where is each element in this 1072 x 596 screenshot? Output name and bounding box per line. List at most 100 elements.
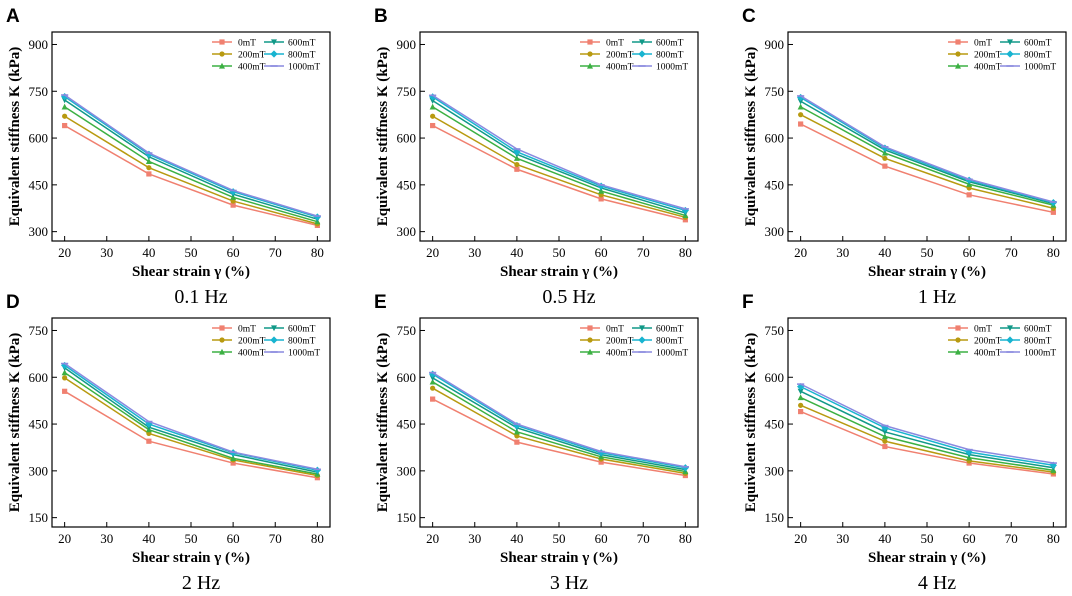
x-tick-label: 30 xyxy=(836,245,849,260)
x-tick-label: 50 xyxy=(921,245,934,260)
x-tick-label: 60 xyxy=(227,531,240,546)
legend-label: 200mT xyxy=(238,51,266,61)
y-tick-label: 150 xyxy=(397,510,417,525)
series-line-200mt xyxy=(432,387,686,475)
legend-marker xyxy=(1007,325,1013,332)
series-line-0mt xyxy=(800,123,1054,214)
legend-marker xyxy=(271,325,277,332)
legend-label: 600mT xyxy=(1024,39,1052,49)
chart-panel-b: B 300 450 600 750 900 20 30 40 50 60 70 80 Shear stra… xyxy=(374,6,699,308)
legend-label: 200mT xyxy=(238,337,266,347)
legend-label: 200mT xyxy=(606,51,634,61)
x-axis-title: Shear strain γ (%) xyxy=(868,264,986,280)
legend-marker xyxy=(219,51,225,57)
y-tick-label: 450 xyxy=(29,177,49,192)
x-tick-label: 80 xyxy=(679,245,692,260)
y-tick-label: 600 xyxy=(765,131,785,146)
legend-label: 0mT xyxy=(606,39,624,49)
data-point xyxy=(313,213,321,221)
series-line-200mt xyxy=(64,377,318,477)
legend-marker xyxy=(271,39,277,46)
legend-marker xyxy=(955,39,961,45)
data-point xyxy=(514,166,520,172)
panel-letter: C xyxy=(742,6,756,27)
legend-marker xyxy=(219,62,225,69)
legend-marker xyxy=(219,325,225,331)
chart-panel-a: A 300 450 600 750 900 20 30 40 50 60 70 80 Shear stra… xyxy=(6,6,331,308)
data-point xyxy=(430,122,436,129)
x-axis-title: Shear strain γ (%) xyxy=(132,550,250,566)
legend-label: 600mT xyxy=(288,39,316,49)
legend-label: 1000mT xyxy=(1024,63,1056,73)
x-tick-label: 60 xyxy=(595,531,608,546)
x-axis-title: Shear strain γ (%) xyxy=(500,264,618,280)
data-point xyxy=(966,192,972,198)
data-point xyxy=(230,460,236,466)
x-axis-title: Shear strain γ (%) xyxy=(868,550,986,566)
y-tick-label: 300 xyxy=(29,463,49,478)
data-point xyxy=(146,165,152,171)
series-line-400mt xyxy=(432,106,686,217)
legend-label: 400mT xyxy=(606,63,634,73)
data-point xyxy=(882,438,888,444)
frequency-caption: 1 Hz xyxy=(918,286,956,308)
data-point xyxy=(146,171,152,177)
series-line-800mt xyxy=(64,364,318,471)
data-point xyxy=(61,92,69,101)
legend-marker xyxy=(270,50,278,58)
data-point xyxy=(797,98,804,105)
legend-marker xyxy=(587,39,593,45)
legend-marker xyxy=(587,62,593,69)
legend-marker xyxy=(587,337,593,343)
legend-label: 800mT xyxy=(288,51,316,61)
data-point xyxy=(313,466,321,474)
data-point xyxy=(429,375,436,382)
data-point xyxy=(513,428,520,435)
panel-letter: A xyxy=(6,6,20,27)
series-line-1000mt xyxy=(800,383,1054,464)
legend-label: 0mT xyxy=(606,325,624,335)
frequency-caption: 2 Hz xyxy=(182,572,220,594)
legend-marker xyxy=(638,336,646,344)
legend-label: 400mT xyxy=(238,349,266,359)
legend-label: 200mT xyxy=(974,337,1002,347)
x-tick-label: 40 xyxy=(142,531,155,546)
y-axis-title: Equivalent stiffness K (kPa) xyxy=(743,333,759,513)
data-point xyxy=(62,388,68,394)
x-tick-label: 40 xyxy=(510,531,523,546)
data-point xyxy=(62,122,68,129)
series-line-600mt xyxy=(432,99,686,214)
data-point xyxy=(1050,209,1056,215)
legend-label: 200mT xyxy=(974,51,1002,61)
data-point xyxy=(881,429,888,436)
legend-label: 0mT xyxy=(238,39,256,49)
legend-label: 0mT xyxy=(974,325,992,335)
x-tick-label: 50 xyxy=(553,531,566,546)
chart-panel-d: D 150 300 450 600 750 20 30 40 50 60 70 80 Shear stra… xyxy=(6,292,331,594)
x-tick-label: 20 xyxy=(426,531,439,546)
series-line-1000mt xyxy=(64,94,318,217)
legend: 0mT 200mT 400mT 600mT 800mT 1000mT xyxy=(580,325,688,359)
panel-letter: B xyxy=(374,6,388,27)
legend-marker xyxy=(955,51,961,57)
panel-letter: F xyxy=(742,292,754,313)
legend-label: 600mT xyxy=(1024,325,1052,335)
data-point xyxy=(881,433,888,440)
series-line-600mt xyxy=(64,367,318,473)
legend-label: 600mT xyxy=(656,39,684,49)
y-tick-label: 300 xyxy=(765,224,785,239)
y-tick-label: 450 xyxy=(397,177,417,192)
frequency-caption: 0.5 Hz xyxy=(542,286,595,308)
y-tick-label: 600 xyxy=(29,131,49,146)
x-tick-label: 50 xyxy=(553,245,566,260)
series-line-800mt xyxy=(64,95,318,218)
x-tick-label: 70 xyxy=(269,245,282,260)
legend-label: 400mT xyxy=(238,63,266,73)
x-tick-label: 70 xyxy=(1005,531,1018,546)
data-point xyxy=(429,103,436,110)
x-tick-label: 60 xyxy=(963,531,976,546)
legend-marker xyxy=(587,51,593,57)
x-tick-label: 20 xyxy=(794,531,807,546)
y-tick-label: 750 xyxy=(765,84,785,99)
